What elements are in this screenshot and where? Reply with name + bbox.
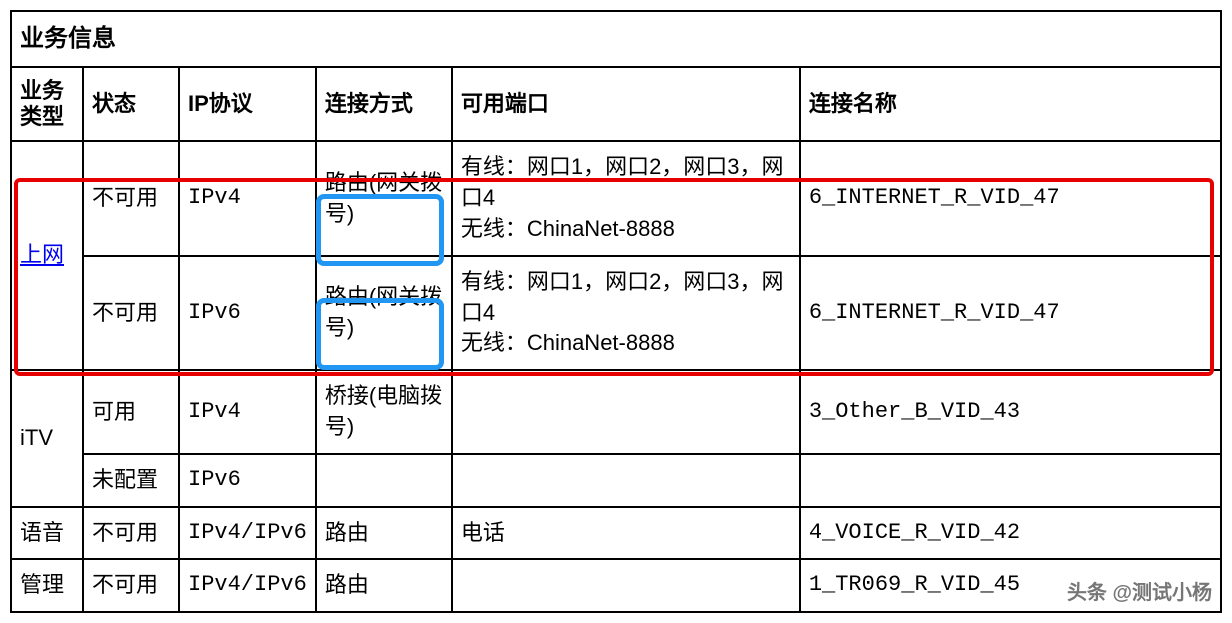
cell-protocol: IPv4/IPv6	[179, 559, 316, 612]
table-row: 未配置IPv6	[11, 454, 1221, 507]
header-type: 业务类型	[11, 67, 83, 142]
table-row: 不可用IPv6路由(网关拨号)有线：网口1，网口2，网口3，网口4 无线：Chi…	[11, 256, 1221, 370]
table-row: 管理不可用IPv4/IPv6路由 1_TR069_R_VID_45	[11, 559, 1221, 612]
cell-port	[452, 370, 800, 454]
cell-port	[452, 559, 800, 612]
cell-conn-name: 1_TR069_R_VID_45	[800, 559, 1221, 612]
cell-port	[452, 454, 800, 507]
service-table: 业务信息业务类型状态IP协议连接方式可用端口连接名称上网不可用IPv4路由(网关…	[10, 10, 1222, 613]
cell-conn-name: 4_VOICE_R_VID_42	[800, 507, 1221, 560]
header-status: 状态	[83, 67, 179, 142]
cell-type: 语音	[11, 507, 83, 560]
cell-status: 不可用	[83, 559, 179, 612]
table-title: 业务信息	[11, 11, 1221, 67]
header-conn-name: 连接名称	[800, 67, 1221, 142]
cell-conn-name: 6_INTERNET_R_VID_47	[800, 141, 1221, 255]
cell-status: 不可用	[83, 507, 179, 560]
cell-protocol: IPv4/IPv6	[179, 507, 316, 560]
table-row: 上网不可用IPv4路由(网关拨号)有线：网口1，网口2，网口3，网口4 无线：C…	[11, 141, 1221, 255]
cell-type: 管理	[11, 559, 83, 612]
cell-protocol: IPv4	[179, 141, 316, 255]
table-wrapper: 业务信息业务类型状态IP协议连接方式可用端口连接名称上网不可用IPv4路由(网关…	[10, 10, 1222, 613]
table-row: iTV可用IPv4桥接(电脑拨号)3_Other_B_VID_43	[11, 370, 1221, 454]
cell-protocol: IPv6	[179, 454, 316, 507]
cell-port: 有线：网口1，网口2，网口3，网口4 无线：ChinaNet-8888	[452, 141, 800, 255]
cell-conn-mode: 路由	[316, 507, 452, 560]
cell-conn-name: 6_INTERNET_R_VID_47	[800, 256, 1221, 370]
cell-port: 电话	[452, 507, 800, 560]
cell-conn-name	[800, 454, 1221, 507]
header-conn-mode: 连接方式	[316, 67, 452, 142]
cell-status: 可用	[83, 370, 179, 454]
cell-conn-mode: 路由	[316, 559, 452, 612]
cell-conn-mode: 路由(网关拨号)	[316, 141, 452, 255]
table-row: 语音不可用IPv4/IPv6路由电话4_VOICE_R_VID_42	[11, 507, 1221, 560]
cell-status: 不可用	[83, 256, 179, 370]
type-link[interactable]: 上网	[20, 242, 64, 267]
cell-status: 不可用	[83, 141, 179, 255]
header-port: 可用端口	[452, 67, 800, 142]
cell-type: iTV	[11, 370, 83, 506]
cell-status: 未配置	[83, 454, 179, 507]
cell-protocol: IPv4	[179, 370, 316, 454]
header-protocol: IP协议	[179, 67, 316, 142]
cell-protocol: IPv6	[179, 256, 316, 370]
cell-conn-mode: 桥接(电脑拨号)	[316, 370, 452, 454]
cell-port: 有线：网口1，网口2，网口3，网口4 无线：ChinaNet-8888	[452, 256, 800, 370]
cell-conn-name: 3_Other_B_VID_43	[800, 370, 1221, 454]
cell-conn-mode	[316, 454, 452, 507]
cell-type: 上网	[11, 141, 83, 370]
cell-conn-mode: 路由(网关拨号)	[316, 256, 452, 370]
